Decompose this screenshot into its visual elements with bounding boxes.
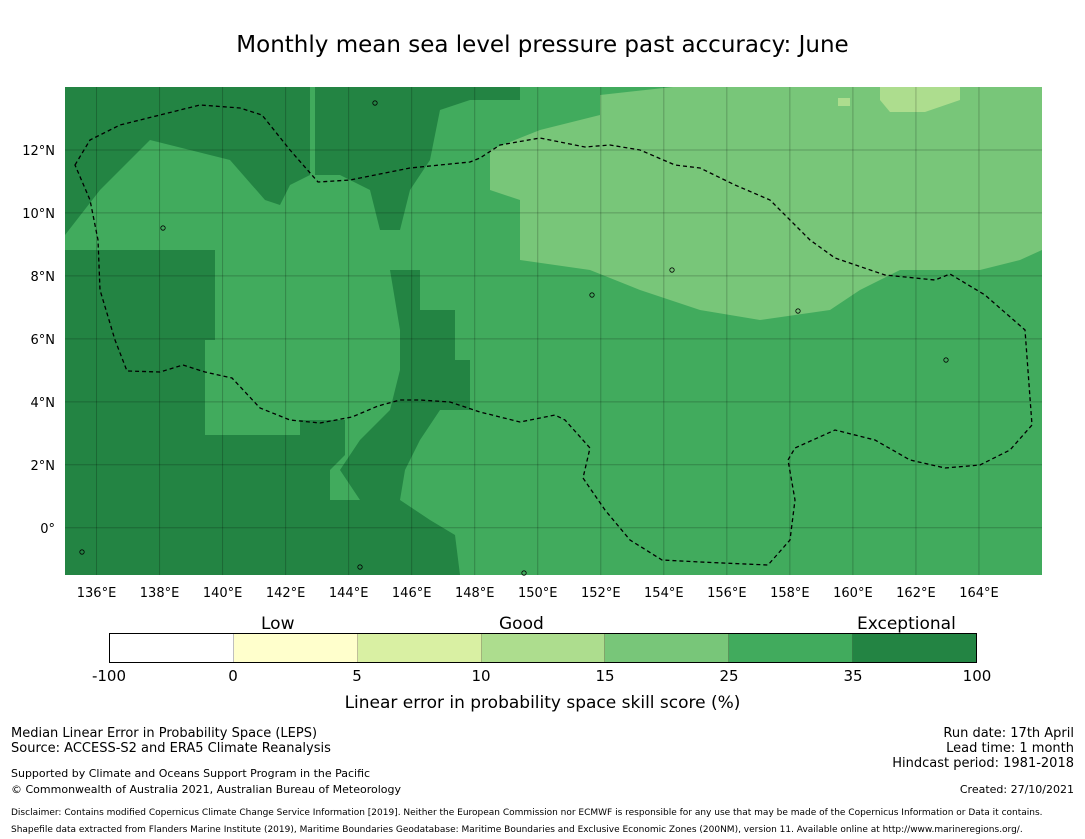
colorbar-segment [110, 634, 234, 662]
island-outline [669, 267, 675, 273]
latitude-tick-label: 12°N [22, 144, 55, 159]
skill-region-exceptional [65, 250, 360, 575]
island-outline [79, 549, 85, 555]
longitude-tick-label: 164°E [959, 586, 999, 600]
footer-copyright: © Commonwealth of Australia 2021, Austra… [11, 783, 401, 796]
legend-label-good: Good [499, 614, 544, 634]
island-outline [943, 357, 949, 363]
island-outline [795, 308, 801, 314]
skill-region-10-15 [838, 98, 850, 106]
island-outline [521, 570, 527, 576]
island-outline [589, 292, 595, 298]
chart-title: Monthly mean sea level pressure past acc… [236, 32, 849, 58]
latitude-tick-label: 4°N [31, 396, 56, 411]
skill-region-exceptional [340, 270, 470, 575]
colorbar-segment [357, 634, 482, 662]
footer-support: Supported by Climate and Oceans Support … [11, 767, 371, 780]
colorbar-tick-label: 10 [471, 667, 491, 685]
legend-label-exceptional: Exceptional [857, 614, 956, 634]
latitude-tick-label: 6°N [31, 333, 56, 348]
lead-time: Lead time: 1 month [946, 741, 1074, 756]
latitude-tick-label: 0° [40, 522, 55, 537]
skill-region-15-25 [490, 87, 1042, 320]
skill-region-exceptional [65, 87, 310, 235]
island-outline [372, 100, 378, 106]
longitude-tick-label: 158°E [770, 586, 810, 600]
hindcast-period: Hindcast period: 1981-2018 [892, 756, 1074, 771]
colorbar-tick-label: 35 [843, 667, 863, 685]
longitude-tick-label: 148°E [455, 586, 495, 600]
longitude-tick-label: 142°E [266, 586, 306, 600]
created-date: Created: 27/10/2021 [959, 783, 1074, 796]
run-date: Run date: 17th April [943, 726, 1074, 741]
legend-label-low: Low [261, 614, 295, 634]
longitude-tick-label: 162°E [896, 586, 936, 600]
skill-region-10-15 [880, 87, 960, 112]
colorbar-segment [605, 634, 730, 662]
longitude-tick-label: 160°E [833, 586, 873, 600]
map: 136°E 138°E 140°E 142°E 144°E 146°E 148°E 150°E… [22, 87, 1042, 600]
longitude-tick-label: 156°E [707, 586, 747, 600]
longitude-tick-label: 140°E [203, 586, 243, 600]
island-outline [160, 225, 166, 231]
longitude-tick-label: 136°E [77, 586, 117, 600]
eez-boundary [74, 104, 1033, 566]
colorbar-tick-label: 0 [228, 667, 238, 685]
latitude-tick-label: 2°N [31, 459, 56, 474]
colorbar-tick-label: 15 [595, 667, 615, 685]
colorbar-tick-label: 100 [962, 667, 992, 685]
colorbar-title: Linear error in probability space skill … [344, 693, 741, 713]
longitude-tick-label: 138°E [140, 586, 180, 600]
colorbar [109, 633, 977, 663]
island-outline [357, 564, 363, 570]
footer-method: Median Linear Error in Probability Space… [11, 726, 318, 741]
disclaimer-shapefile: Shapefile data extracted from Flanders M… [11, 825, 1023, 835]
colorbar-tick-label: 25 [719, 667, 739, 685]
longitude-tick-label: 146°E [392, 586, 432, 600]
colorbar-tick-label: -100 [91, 667, 127, 685]
footer-source: Source: ACCESS-S2 and ERA5 Climate Reana… [11, 741, 331, 756]
longitude-tick-label: 144°E [329, 586, 369, 600]
colorbar-segment [481, 634, 606, 662]
colorbar-segment [233, 634, 358, 662]
latitude-tick-label: 8°N [31, 270, 56, 285]
longitude-tick-label: 150°E [518, 586, 558, 600]
colorbar-tick-label: 5 [352, 667, 362, 685]
latitude-tick-label: 10°N [22, 207, 55, 222]
longitude-tick-label: 152°E [581, 586, 621, 600]
colorbar-segment [853, 634, 977, 662]
colorbar-segment [729, 634, 854, 662]
disclaimer-copernicus: Disclaimer: Contains modified Copernicus… [11, 808, 1043, 818]
skill-region-exceptional [315, 87, 520, 230]
longitude-tick-label: 154°E [644, 586, 684, 600]
